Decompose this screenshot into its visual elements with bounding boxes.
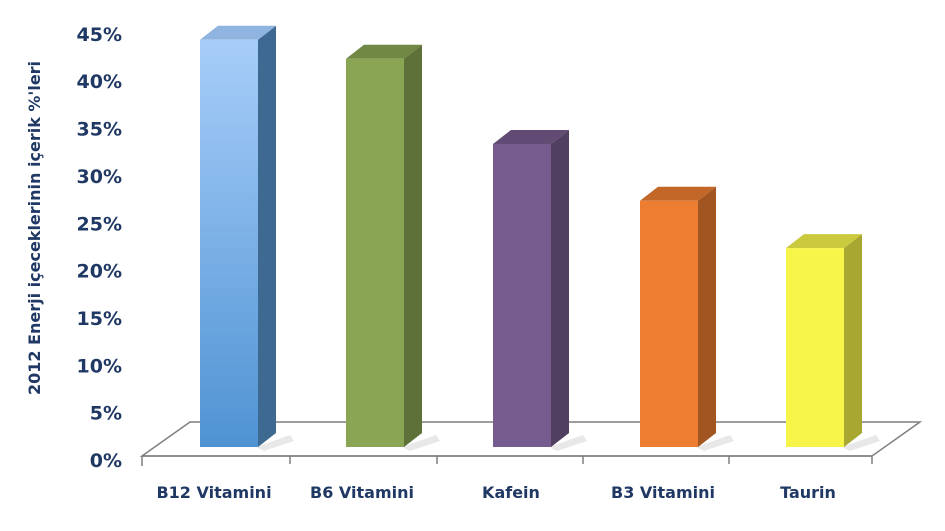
bar-shadow: [842, 435, 880, 451]
bar-b3-vitamini: [640, 186, 734, 451]
bar-front: [493, 143, 551, 447]
bar-shadow: [402, 435, 440, 451]
x-axis-labels: B12 Vitamini B6 Vitamini Kafein B3 Vitamini…: [156, 483, 835, 502]
bar-front: [346, 58, 404, 447]
y-tick-label: 15%: [77, 308, 122, 330]
x-category-label: B3 Vitamini: [611, 483, 715, 502]
y-tick-label: 0%: [90, 450, 122, 472]
y-tick-label: 35%: [77, 119, 122, 141]
bar-top: [786, 234, 862, 249]
bar-top: [200, 25, 276, 40]
x-category-label: B6 Vitamini: [310, 483, 414, 502]
y-tick-label: 30%: [77, 166, 122, 188]
bar-top: [493, 129, 569, 144]
y-tick-label: 20%: [77, 261, 122, 283]
bar-front: [200, 39, 258, 447]
bar-side: [258, 25, 276, 447]
bar-side: [551, 129, 569, 447]
bar-b12-vitamini: [200, 25, 294, 451]
y-tick-label: 45%: [77, 24, 122, 46]
bar-side: [844, 234, 862, 447]
bar-shadow: [256, 435, 294, 451]
y-axis-ticks: 0% 5% 10% 15% 20% 25% 30% 35% 40% 45%: [77, 24, 122, 472]
bar-top: [640, 186, 716, 201]
bar-taurin: [786, 234, 880, 451]
y-tick-label: 25%: [77, 213, 122, 235]
x-category-label: B12 Vitamini: [156, 483, 271, 502]
y-tick-label: 5%: [90, 403, 122, 425]
x-category-label: Taurin: [780, 483, 836, 502]
bar-front: [640, 200, 698, 447]
y-tick-label: 10%: [77, 355, 122, 377]
bars: [200, 25, 880, 451]
bar-front: [786, 248, 844, 447]
y-tick-label: 40%: [77, 71, 122, 93]
bar-shadow: [696, 435, 734, 451]
bar-shadow: [549, 435, 587, 451]
bar-side: [404, 44, 422, 447]
x-category-label: Kafein: [482, 483, 540, 502]
bar-b6-vitamini: [346, 44, 440, 451]
bar-kafein: [493, 129, 587, 451]
y-axis-title: 2012 Enerji içeceklerinin içerik %'leri: [25, 61, 44, 395]
bar-top: [346, 44, 422, 59]
bar-side: [698, 186, 716, 447]
